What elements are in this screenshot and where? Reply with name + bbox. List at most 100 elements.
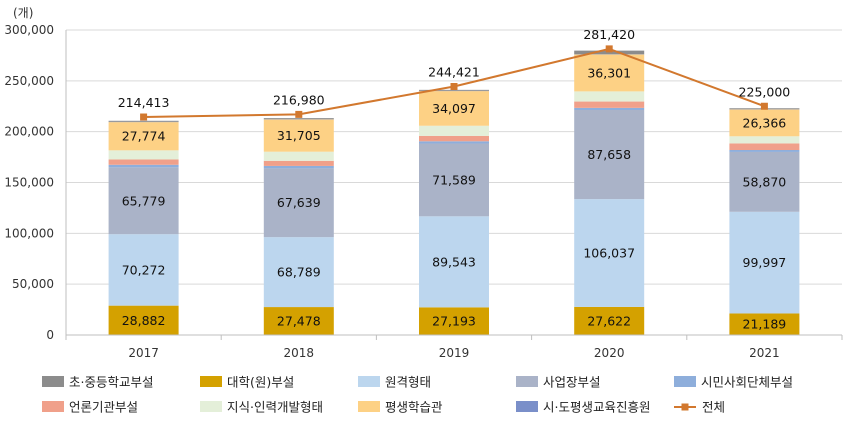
total-value-label: 281,420 [583,27,635,42]
legend-swatch [358,401,380,412]
legend-swatch [42,401,64,412]
legend-swatch [42,376,64,387]
legend-label: 지식·인력개발형태 [227,400,323,415]
legend-label: 사업장부설 [543,375,601,390]
bar-value-label: 68,789 [277,265,321,280]
y-tick-label: 250,000 [4,74,54,88]
total-point [605,45,613,53]
legend-swatch [200,401,222,412]
bar-segment [263,118,334,120]
bar-segment [729,143,800,151]
x-tick-label: 2017 [128,346,159,360]
legend-swatch [516,376,538,387]
x-tick-label: 2020 [594,346,625,360]
bar-segment [729,313,800,335]
bar-segment [574,101,645,108]
legend-label: 시·도평생교육진흥원 [543,400,650,415]
bar-segment [108,305,179,335]
bar-segment [108,150,179,160]
total-value-label: 216,980 [273,92,325,107]
bar-value-label: 71,589 [432,172,476,187]
bar-value-label: 27,622 [587,313,631,328]
legend-swatch [200,376,222,387]
bar-segment [108,120,179,122]
total-point [760,102,768,110]
total-value-label: 244,421 [428,65,480,80]
bar-segment [263,307,334,335]
bar-value-label: 65,779 [122,193,166,208]
legend-label: 초·중등학교부설 [69,375,153,390]
bar-value-label: 87,658 [587,147,631,162]
bar-segment [574,91,645,102]
bar-value-label: 89,543 [432,254,476,269]
bar-segment [263,165,334,169]
legend-swatch [674,376,696,387]
x-tick-label: 2021 [749,346,780,360]
total-line [140,45,768,121]
bar-segment [263,119,334,152]
legend-swatch [516,401,538,412]
bar-segment [108,122,179,151]
legend-label: 평생학습관 [385,400,443,415]
bar-segment [729,151,800,212]
bar-segment [419,89,489,91]
bar-value-label: 27,193 [432,314,476,329]
bar-segment [263,160,334,166]
bar-value-label: 58,870 [743,174,787,189]
bar-value-label: 28,882 [122,313,166,328]
bar-value-label: 70,272 [122,262,166,277]
bar-value-label: 26,366 [743,115,787,130]
y-tick-label: 50,000 [12,277,54,291]
legend-label: 대학(원)부설 [227,375,294,390]
bar-value-label: 21,189 [743,317,787,332]
bar-value-label: 106,037 [583,246,635,261]
total-point [295,110,303,118]
bar-segment [419,143,489,217]
bar-value-label: 27,774 [122,129,166,144]
bar-segment [729,211,800,314]
x-tick-label: 2018 [284,346,315,360]
bar-segment [108,167,179,235]
bar-segment [574,54,645,92]
bar-value-label: 27,478 [277,314,321,329]
x-tick-label: 2019 [439,346,470,360]
total-value-label: 214,413 [118,95,170,110]
bar-segment [419,125,489,136]
legend-swatch [358,376,380,387]
legend-label: 원격형태 [385,375,431,390]
legend-label: 언론기관부설 [69,400,138,415]
bar-value-label: 36,301 [587,65,631,80]
bar-segment [108,164,179,168]
bar-segment [574,50,645,55]
bar-segment [419,91,489,126]
legend-label: 전체 [702,400,725,415]
bar-value-label: 99,997 [743,255,787,270]
legend-marker [681,403,689,411]
total-value-label: 225,000 [739,84,791,99]
bar-segment [263,151,334,161]
bar-value-label: 67,639 [277,195,321,210]
bar-value-label: 31,705 [277,128,321,143]
total-point [450,83,458,91]
bar-segment [263,168,334,238]
bar-segment [574,306,645,335]
y-tick-label: 100,000 [4,226,54,240]
bar-segment [263,237,334,308]
bar-segments [108,50,800,335]
data-labels: 28,882 70,272 65,779 27,774 27,478 68,789 67,6… [118,27,791,332]
legend-label: 시민사회단체부설 [701,375,793,390]
y-unit-label: (개) [13,6,33,20]
axes: 0 50,000 100,000 150,000 200,000 250,000 300,0… [4,6,843,360]
bar-segment [419,216,489,308]
y-tick-label: 200,000 [4,125,54,139]
y-tick-label: 150,000 [4,176,54,190]
bar-segment [419,141,489,144]
bar-segment [419,135,489,142]
bar-segment [729,109,800,137]
bar-segment [729,136,800,144]
bar-segment [419,307,489,335]
bar-value-label: 34,097 [432,101,476,116]
bar-segment [574,199,645,307]
